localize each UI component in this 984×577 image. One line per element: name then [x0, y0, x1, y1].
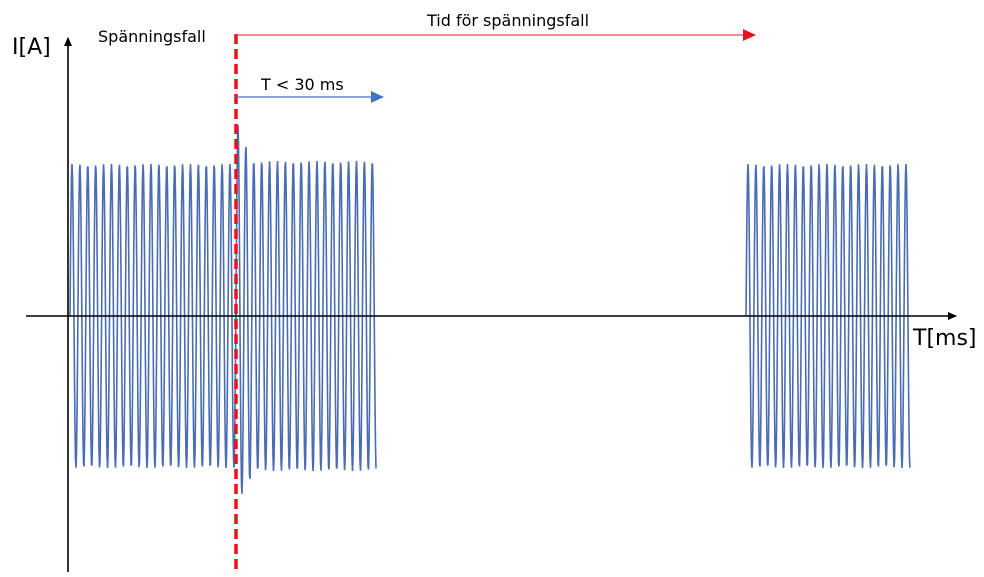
current-waveform-recovery	[745, 163, 911, 469]
voltage-dip-label: Spänningsfall	[98, 27, 206, 46]
x-axis-label: T[ms]	[912, 326, 977, 351]
short-interval-label: T < 30 ms	[260, 75, 344, 94]
current-waveform-after-dip	[235, 124, 377, 494]
dip-duration-label: Tid för spänningsfall	[426, 11, 589, 30]
y-axis-label: I[A]	[12, 35, 51, 60]
current-waveform-before-dip	[69, 163, 237, 469]
